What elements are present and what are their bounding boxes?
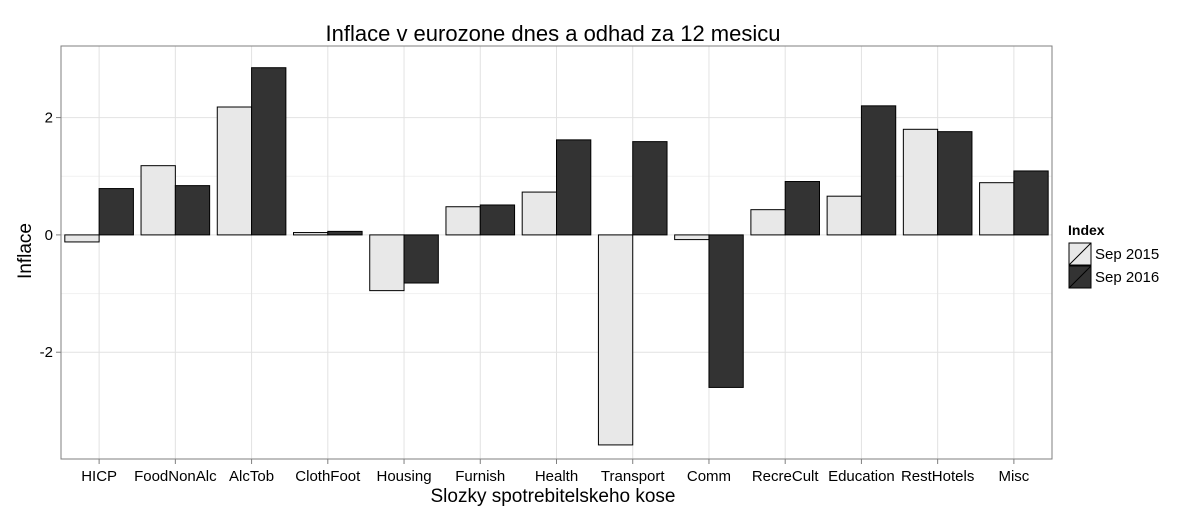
x-tick-label: RecreCult [752,468,820,485]
x-tick-label: Transport [601,468,665,485]
y-tick-label: 2 [45,110,53,127]
x-axis-ticks: HICP FoodNonAlc AlcTob ClothFoot Housing Furn… [81,459,1030,485]
bar [708,234,744,388]
bar [979,182,1015,236]
plot-panel [61,46,1052,459]
y-tick-label: 0 [45,227,53,244]
x-tick-label: RestHotels [901,468,974,485]
panel-border [60,45,1053,460]
x-tick-label: Housing [377,468,432,485]
bar [64,234,100,243]
x-tick-label: FoodNonAlc [134,468,217,485]
legend-label: Sep 2015 [1095,246,1159,263]
legend: Index Sep 2015 Sep 2016 [1068,222,1159,289]
bar [826,195,862,236]
bar [937,131,973,236]
bar [216,106,253,236]
bar [860,105,897,236]
y-tick-label: -2 [40,344,53,361]
x-tick-label: Misc [998,468,1029,485]
bar [784,181,820,236]
y-axis-title: Inflace [15,223,36,279]
bar [632,141,668,236]
bar [479,204,516,236]
legend-title: Index [1068,222,1105,238]
x-tick-label: AlcTob [229,468,274,485]
bar [140,165,176,236]
bar [674,234,710,241]
legend-label: Sep 2016 [1095,269,1159,286]
x-tick-label: ClothFoot [295,468,361,485]
bar [293,232,329,236]
legend-key-slash [1068,242,1092,266]
x-tick-label: Furnish [455,468,505,485]
bar [174,185,211,236]
bar [902,128,939,236]
bar [1013,170,1049,236]
x-tick-label: Education [828,468,895,485]
chart-title: Inflace v eurozone dnes a odhad za 12 me… [326,21,781,46]
bar [327,230,363,236]
bars [64,67,1049,446]
x-axis-title: Slozky spotrebitelskeho kose [430,486,675,507]
x-tick-label: Comm [687,468,731,485]
bar [445,206,481,236]
bar [369,234,405,292]
legend-key-slash [1068,265,1092,289]
y-axis-ticks: -2 0 2 [40,110,61,361]
bar [556,139,592,236]
x-tick-label: Health [535,468,578,485]
bar [98,188,134,236]
bar [251,67,287,236]
x-tick-label: HICP [81,468,117,485]
bar [597,234,634,446]
bar [521,191,558,236]
bar [403,234,439,284]
bar [750,209,786,236]
